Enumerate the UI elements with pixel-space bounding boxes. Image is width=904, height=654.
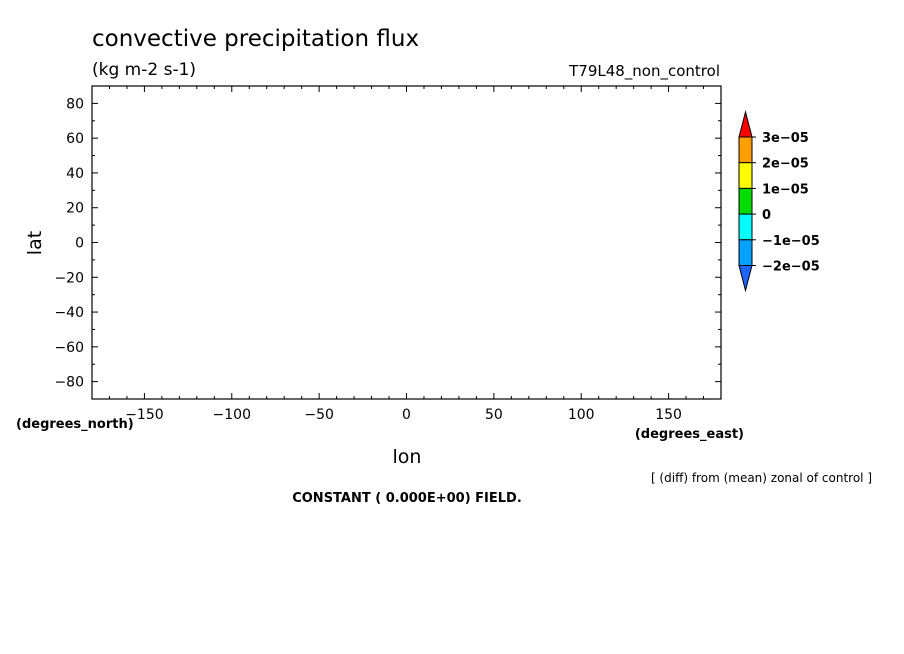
y-tick-label: −20 [54,270,84,286]
y-axis-unit: (degrees_north) [16,417,134,432]
field-note: CONSTANT ( 0.000E+00) FIELD. [292,491,522,506]
colorbar-label: 1e−05 [762,182,809,197]
y-tick-labels: 80 60 40 20 0 −20 −40 −60 −80 [54,96,84,390]
colorbar-swatch [738,213,753,241]
colorbar-label: −1e−05 [762,234,820,249]
y-tick-label: 40 [66,166,84,182]
colorbar-label: −2e−05 [762,260,820,275]
y-tick-label: −80 [54,375,84,391]
x-tick-labels: −150 −100 −50 0 50 100 150 [125,407,682,423]
y-axis-label: lat [24,231,46,255]
colorbar: 3e−05 2e−05 1e−05 0 −1e−05 −2e−05 [738,110,820,293]
colorbar-swatch [738,162,753,189]
chart-units: (kg m-2 s-1) [92,60,196,80]
x-axis-label: lon [393,446,422,468]
x-tick-label: 100 [568,407,595,423]
colorbar-label: 2e−05 [762,157,809,172]
x-tick-label: −100 [213,407,251,423]
colorbar-label: 0 [762,208,771,223]
colorbar-swatch [738,239,753,267]
colorbar-label: 3e−05 [762,131,809,146]
axis-ticks [92,86,721,399]
x-tick-label: 50 [485,407,503,423]
y-tick-label: 0 [75,236,84,252]
x-tick-label: 0 [402,407,411,423]
x-tick-label: −50 [304,407,334,423]
comparison-note: [ (diff) from (mean) zonal of control ] [651,471,872,485]
chart-title: convective precipitation flux [92,26,419,52]
y-tick-label: −40 [54,305,84,321]
y-tick-label: −60 [54,340,84,356]
colorbar-bottom-arrow [738,265,753,293]
y-tick-label: 20 [66,201,84,217]
y-tick-label: 80 [66,96,84,112]
colorbar-swatch [738,187,753,215]
colorbar-top-arrow [738,110,753,138]
plot-area [91,85,722,400]
dataset-label: T79L48_non_control [568,62,720,81]
x-tick-label: −150 [125,407,163,423]
y-tick-label: 60 [66,131,84,147]
x-tick-label: 150 [655,407,682,423]
x-axis-unit: (degrees_east) [635,427,744,442]
colorbar-swatch [738,136,753,164]
